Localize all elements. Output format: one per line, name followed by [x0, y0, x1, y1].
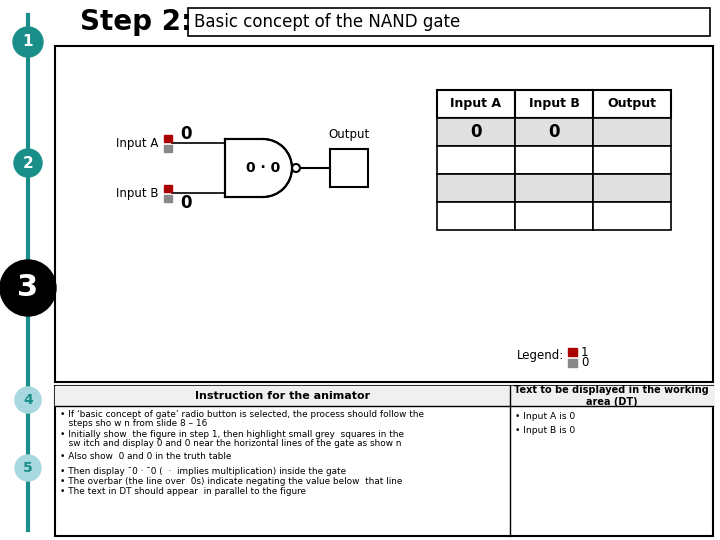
Text: 4: 4 [23, 393, 33, 407]
Text: Input A: Input A [116, 137, 158, 150]
Circle shape [14, 149, 42, 177]
Text: 2: 2 [22, 156, 33, 171]
Bar [593, 174, 671, 202]
Text: 0: 0 [180, 194, 192, 212]
Bar [225, 139, 263, 197]
Text: • Input B is 0: • Input B is 0 [515, 426, 575, 435]
Circle shape [292, 164, 300, 172]
Bar [568, 348, 577, 356]
Text: sw itch and display 0 and 0 near the horizontal lines of the gate as show n: sw itch and display 0 and 0 near the hor… [60, 439, 402, 448]
Bar [330, 149, 368, 187]
Bar [55, 46, 713, 382]
Bar [437, 118, 515, 146]
Text: • The text in DT should appear  in parallel to the figure: • The text in DT should appear in parall… [60, 487, 306, 496]
Text: 0: 0 [548, 123, 559, 141]
Bar [437, 202, 515, 230]
Text: 0: 0 [180, 125, 192, 143]
Text: Output: Output [608, 98, 657, 111]
Bar [515, 118, 593, 146]
Bar [55, 386, 510, 406]
Bar [593, 202, 671, 230]
Text: Legend:: Legend: [517, 349, 564, 362]
Bar [188, 8, 710, 36]
Text: 3: 3 [17, 273, 39, 302]
Text: • Also show  0 and 0 in the truth table: • Also show 0 and 0 in the truth table [60, 452, 231, 461]
Bar [164, 185, 172, 192]
Circle shape [13, 27, 43, 57]
Text: Input B: Input B [528, 98, 580, 111]
Bar [515, 202, 593, 230]
Bar [515, 146, 593, 174]
Bar [55, 386, 713, 536]
Text: Instruction for the animator: Instruction for the animator [195, 391, 370, 401]
Bar [593, 118, 671, 146]
Text: Input B: Input B [115, 186, 158, 199]
Bar [593, 90, 671, 118]
Text: Basic concept of the NAND gate: Basic concept of the NAND gate [194, 13, 460, 31]
Text: • Input A is 0: • Input A is 0 [515, 412, 575, 421]
Circle shape [15, 387, 41, 413]
Bar [437, 90, 515, 118]
Circle shape [0, 260, 56, 316]
Text: Input A: Input A [451, 98, 502, 111]
Bar [164, 135, 172, 142]
Bar [164, 145, 172, 152]
Text: • If ‘basic concept of gate’ radio button is selected, the process should follow: • If ‘basic concept of gate’ radio butto… [60, 410, 424, 419]
Text: • Then display ¯0 · ¯0 (  ·  implies multiplication) inside the gate: • Then display ¯0 · ¯0 ( · implies multi… [60, 467, 346, 476]
Bar [164, 195, 172, 202]
Text: 0: 0 [470, 123, 482, 141]
Text: 0 · 0: 0 · 0 [246, 161, 280, 175]
Text: steps sho w n from slide 8 – 16: steps sho w n from slide 8 – 16 [60, 419, 207, 428]
Text: 1: 1 [581, 346, 588, 359]
Text: 5: 5 [23, 461, 33, 475]
Bar [568, 359, 577, 367]
Text: • Initially show  the figure in step 1, then highlight small grey  squares in th: • Initially show the figure in step 1, t… [60, 430, 404, 439]
Text: • The overbar (the line over  0s) indicate negating the value below  that line: • The overbar (the line over 0s) indicat… [60, 477, 402, 486]
Text: Text to be displayed in the working
area (DT): Text to be displayed in the working area… [514, 385, 709, 407]
Text: 1: 1 [23, 35, 33, 50]
Text: Step 2:: Step 2: [80, 8, 192, 36]
Text: Output: Output [328, 128, 369, 141]
Bar [510, 386, 713, 406]
Bar [593, 146, 671, 174]
Bar [437, 146, 515, 174]
Text: 0: 0 [581, 356, 588, 369]
Bar [515, 174, 593, 202]
Wedge shape [263, 139, 292, 197]
Bar [515, 90, 593, 118]
Bar [437, 174, 515, 202]
Circle shape [15, 455, 41, 481]
